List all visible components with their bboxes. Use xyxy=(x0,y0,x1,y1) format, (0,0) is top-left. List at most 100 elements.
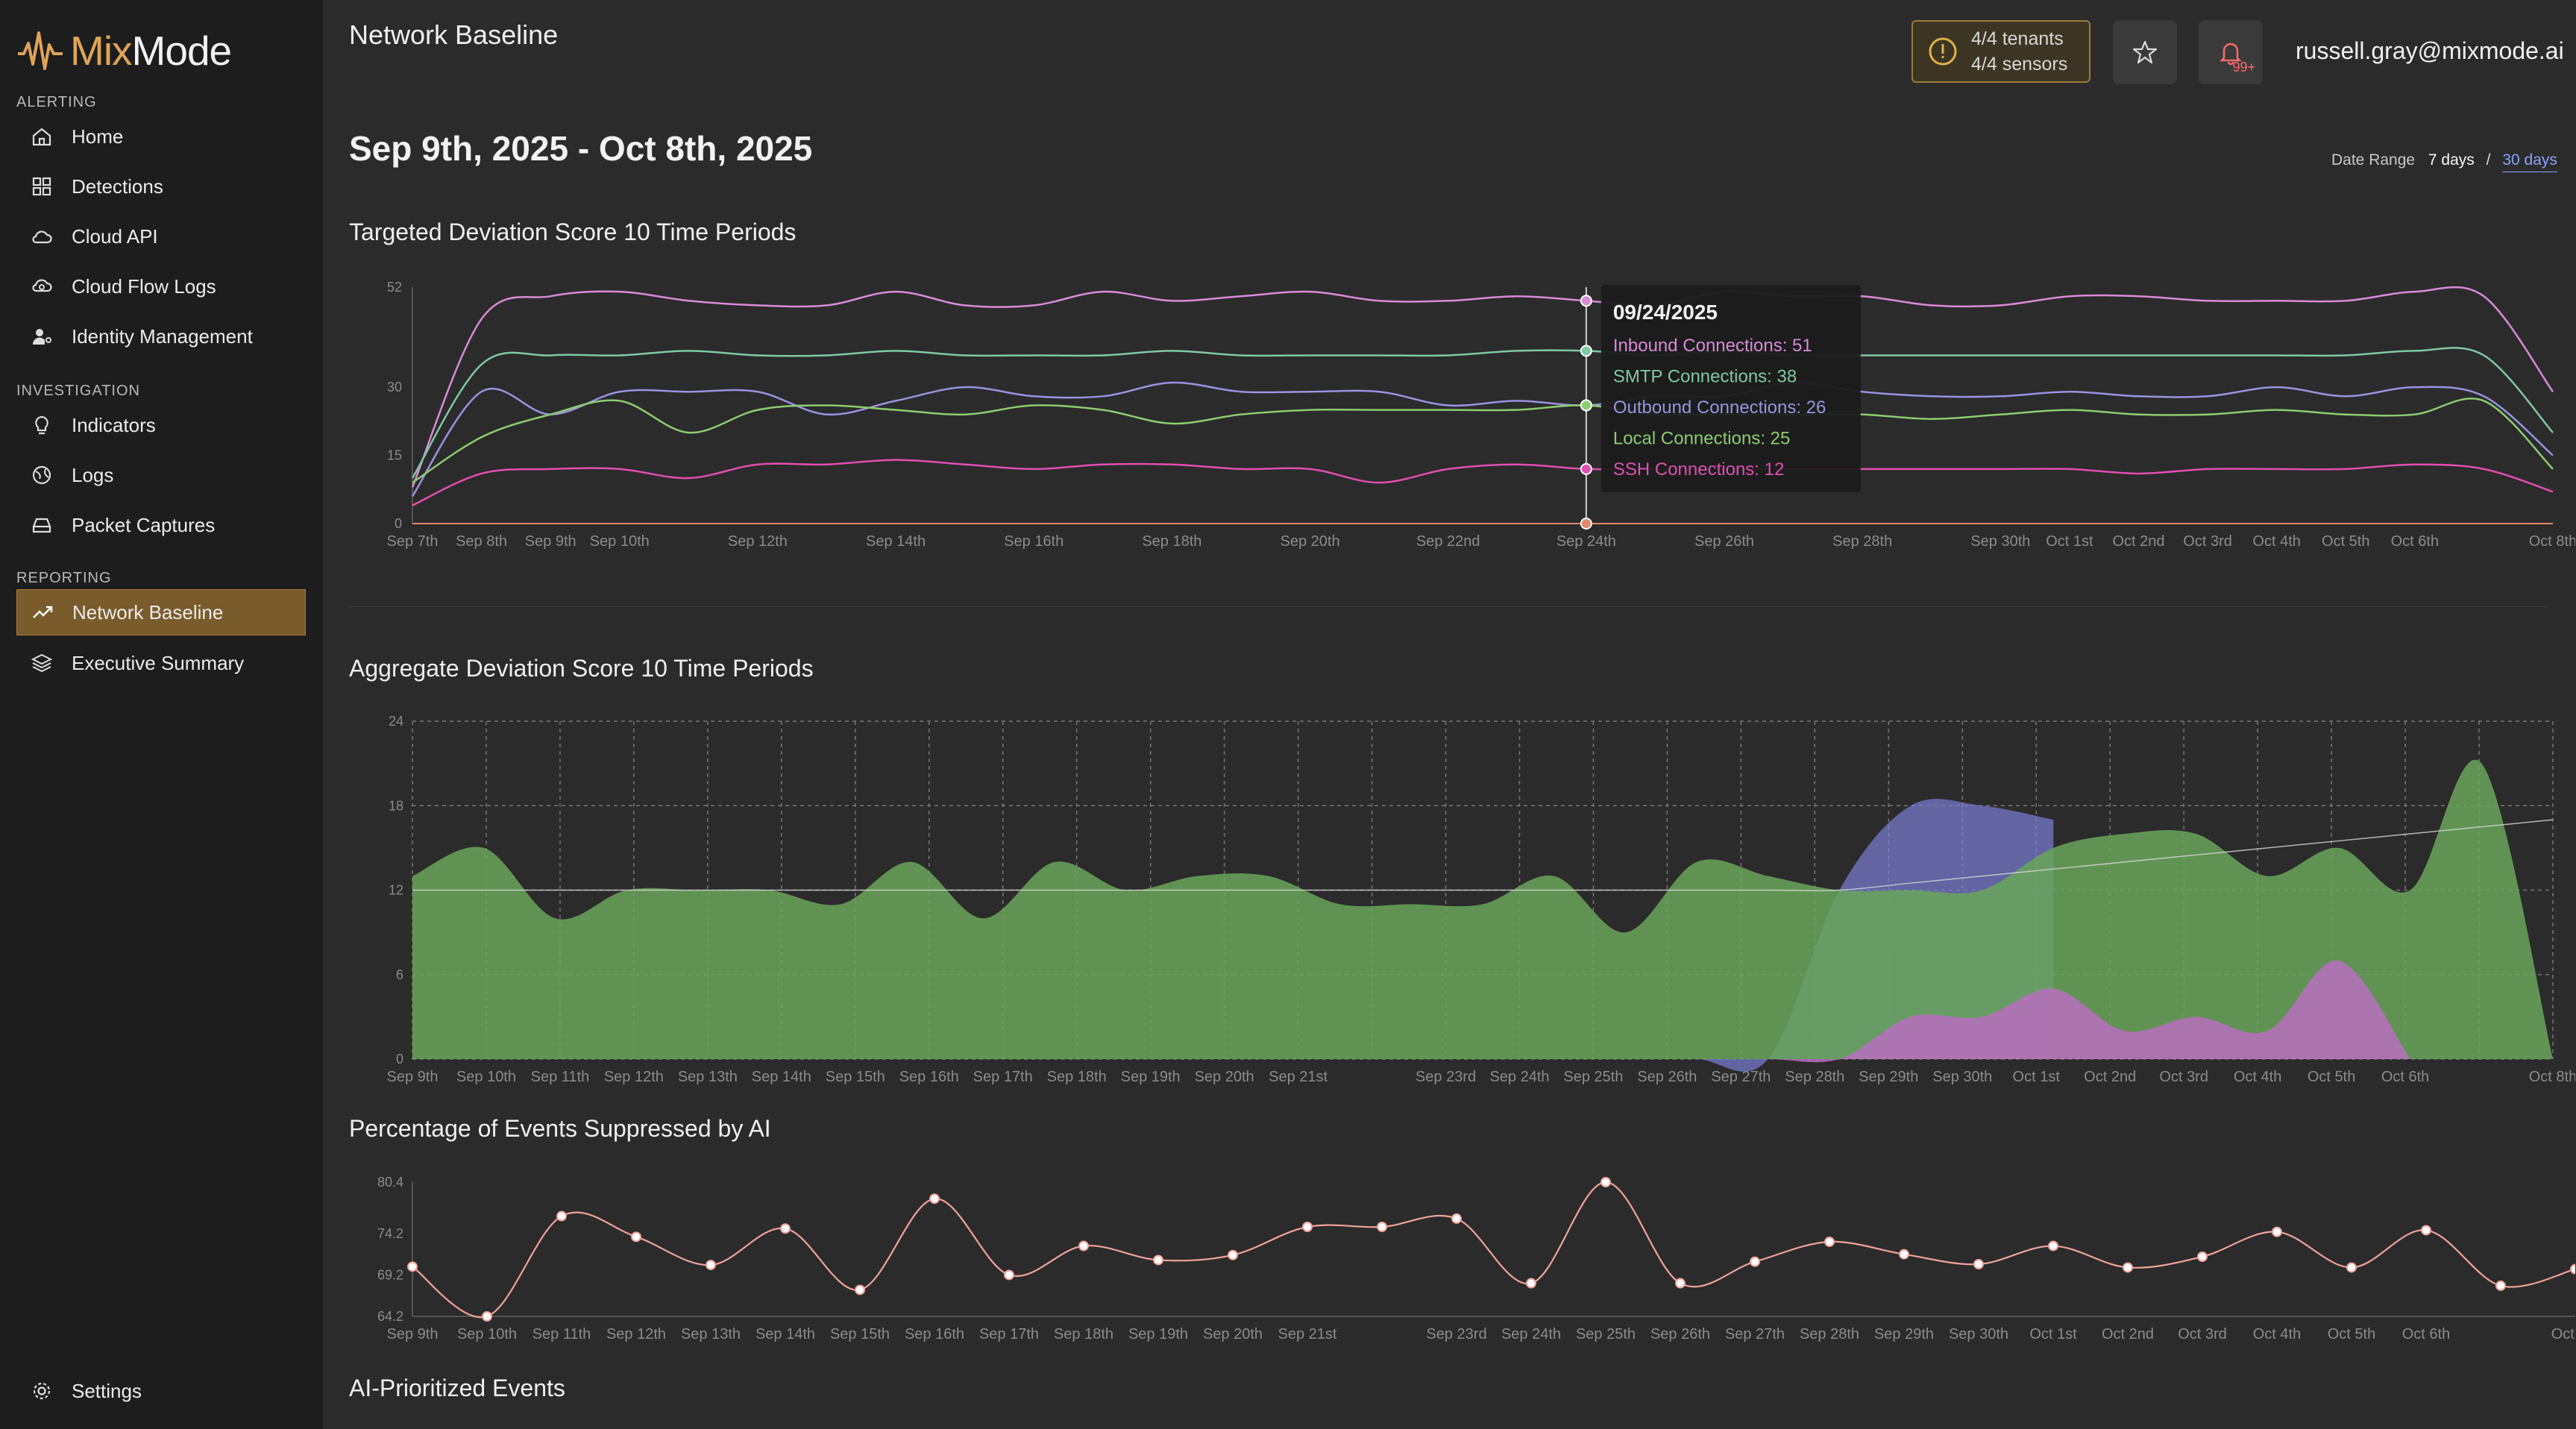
x-tick-label: Sep 23rd xyxy=(1416,1069,1476,1085)
data-point xyxy=(2272,1226,2282,1237)
data-point xyxy=(1899,1249,1909,1260)
data-point xyxy=(1600,1177,1611,1187)
x-tick-label: Oct 8th xyxy=(2551,1326,2575,1342)
data-point xyxy=(2346,1262,2357,1273)
x-tick-label: Oct 6th xyxy=(2391,533,2439,550)
sidebar-item-home[interactable]: Home xyxy=(16,113,306,160)
x-tick-label: Oct 4th xyxy=(2252,533,2300,550)
x-tick-label: Sep 14th xyxy=(752,1069,811,1085)
favorite-button[interactable] xyxy=(2113,20,2177,84)
tenants-count: 4/4 tenants xyxy=(1971,28,2064,49)
range-separator: / xyxy=(2486,151,2491,169)
x-tick-label: Oct 1st xyxy=(2013,1069,2061,1085)
data-point xyxy=(2197,1251,2208,1262)
date-title: Sep 9th, 2025 - Oct 8th, 2025 xyxy=(349,129,813,168)
drive-icon xyxy=(30,513,54,537)
x-tick-label: Sep 9th xyxy=(387,1326,439,1342)
sidebar-item-label: Executive Summary xyxy=(72,651,245,674)
tooltip-line: Inbound Connections: 51 xyxy=(1613,336,1812,356)
data-point xyxy=(1526,1278,1536,1289)
data-point xyxy=(2123,1262,2133,1273)
data-point xyxy=(2570,1263,2575,1275)
x-tick-label: Sep 18th xyxy=(1047,1069,1107,1085)
lightbulb-icon xyxy=(30,413,54,437)
x-tick-label: Sep 13th xyxy=(681,1326,741,1342)
range-30-days[interactable]: 30 days xyxy=(2502,151,2557,172)
y-tick-label: 30 xyxy=(387,380,402,395)
x-tick-label: Sep 28th xyxy=(1785,1069,1844,1085)
sidebar-item-label: Indicators xyxy=(72,413,156,436)
sidebar-item-cloud-api[interactable]: Cloud API xyxy=(16,213,306,260)
sidebar-item-identity-management[interactable]: Identity Management xyxy=(16,313,306,359)
data-point xyxy=(706,1260,716,1271)
tenant-status-button[interactable]: 4/4 tenants 4/4 sensors xyxy=(1911,20,2090,83)
sidebar-item-logs[interactable]: Logs xyxy=(16,452,306,498)
x-tick-label: Oct 6th xyxy=(2381,1069,2429,1085)
x-tick-label: Sep 20th xyxy=(1203,1326,1263,1342)
hover-point xyxy=(1580,345,1592,357)
sidebar-item-packet-captures[interactable]: Packet Captures xyxy=(16,502,306,548)
sidebar-item-label: Detections xyxy=(72,175,163,198)
x-tick-label: Sep 25th xyxy=(1576,1326,1636,1342)
date-range-label: Date Range xyxy=(2331,151,2416,169)
x-tick-label: Oct 5th xyxy=(2308,1069,2355,1085)
tooltip-box xyxy=(1600,285,1861,492)
grid-icon xyxy=(30,175,54,198)
x-tick-label: Sep 22nd xyxy=(1416,533,1480,550)
mixmode-logo[interactable]: MixMode xyxy=(16,27,232,75)
data-point xyxy=(1750,1256,1760,1267)
data-point xyxy=(556,1210,567,1222)
suppressed-line xyxy=(412,1181,2575,1319)
sidebar-item-label: Identity Management xyxy=(72,324,253,348)
x-tick-label: Sep 9th xyxy=(387,1069,439,1085)
data-point xyxy=(1675,1278,1686,1289)
y-tick-label: 69.2 xyxy=(377,1267,403,1282)
sidebar-item-indicators[interactable]: Indicators xyxy=(16,402,306,448)
data-point xyxy=(1153,1254,1163,1266)
range-7-days[interactable]: 7 days xyxy=(2428,151,2475,169)
sidebar-item-detections[interactable]: Detections xyxy=(16,163,306,210)
data-point xyxy=(1302,1222,1313,1232)
section-title-ai-prioritized: AI-Prioritized Events xyxy=(349,1375,565,1401)
suppressed-events-chart[interactable]: 64.2 69.2 74.2 80.4 Sep 9th Sep 10th Sep 11th S… xyxy=(353,1167,2575,1354)
date-range-selector: Date Range 7 days / 30 days xyxy=(2331,151,2557,172)
y-tick-label: 0 xyxy=(396,1052,403,1067)
logo-text: MixMode xyxy=(70,28,232,74)
data-point xyxy=(631,1231,641,1243)
area-series xyxy=(412,960,2410,1063)
section-title-targeted: Targeted Deviation Score 10 Time Periods xyxy=(349,219,797,245)
logo-wave-icon xyxy=(18,31,63,70)
sidebar-item-executive-summary[interactable]: Executive Summary xyxy=(16,640,306,686)
sidebar-item-label: Logs xyxy=(72,463,114,486)
cloud-icon xyxy=(30,224,54,248)
x-tick-label: Sep 27th xyxy=(1711,1069,1771,1085)
x-tick-label: Oct 4th xyxy=(2234,1069,2281,1085)
x-tick-label: Oct 2nd xyxy=(2112,533,2164,550)
x-tick-label: Oct 3rd xyxy=(2183,533,2232,550)
x-tick-label: Sep 26th xyxy=(1637,1069,1697,1085)
x-tick-label: Sep 23rd xyxy=(1426,1326,1486,1342)
sidebar-item-cloud-flow-logs[interactable]: Cloud Flow Logs xyxy=(16,263,306,310)
sidebar-item-label: Cloud API xyxy=(72,224,158,248)
sidebar-item-settings[interactable]: Settings xyxy=(16,1368,306,1414)
data-point xyxy=(855,1284,865,1295)
aggregate-deviation-chart[interactable]: 0 6 12 18 24 Sep 9th Sep 10th Sep 11th Sep 12th S… xyxy=(353,712,2575,1093)
x-tick-label: Sep 30th xyxy=(1949,1326,2008,1342)
data-point xyxy=(2495,1280,2506,1291)
x-tick-label: Sep 16th xyxy=(1004,533,1064,550)
x-tick-label: Sep 19th xyxy=(1128,1326,1188,1342)
notifications-button[interactable]: 99+ xyxy=(2199,20,2263,84)
sidebar-item-network-baseline[interactable]: Network Baseline xyxy=(16,589,306,635)
x-tick-label: Sep 17th xyxy=(973,1069,1033,1085)
globe-icon xyxy=(30,463,54,487)
data-point xyxy=(1973,1259,1984,1269)
x-tick-label: Sep 16th xyxy=(905,1326,964,1342)
x-tick-label: Sep 18th xyxy=(1142,533,1201,550)
section-reporting: REPORTING xyxy=(16,570,112,586)
x-tick-label: Sep 26th xyxy=(1650,1326,1710,1342)
warning-icon xyxy=(1929,37,1957,66)
targeted-deviation-chart[interactable]: 0 15 30 52 Sep 7th Sep 8th Sep 9th Sep 10th Sep … xyxy=(353,268,2575,559)
x-tick-label: Sep 26th xyxy=(1694,533,1754,550)
gear-icon xyxy=(30,1379,54,1403)
user-menu[interactable]: russell.gray@mixmode.ai xyxy=(2296,37,2564,64)
